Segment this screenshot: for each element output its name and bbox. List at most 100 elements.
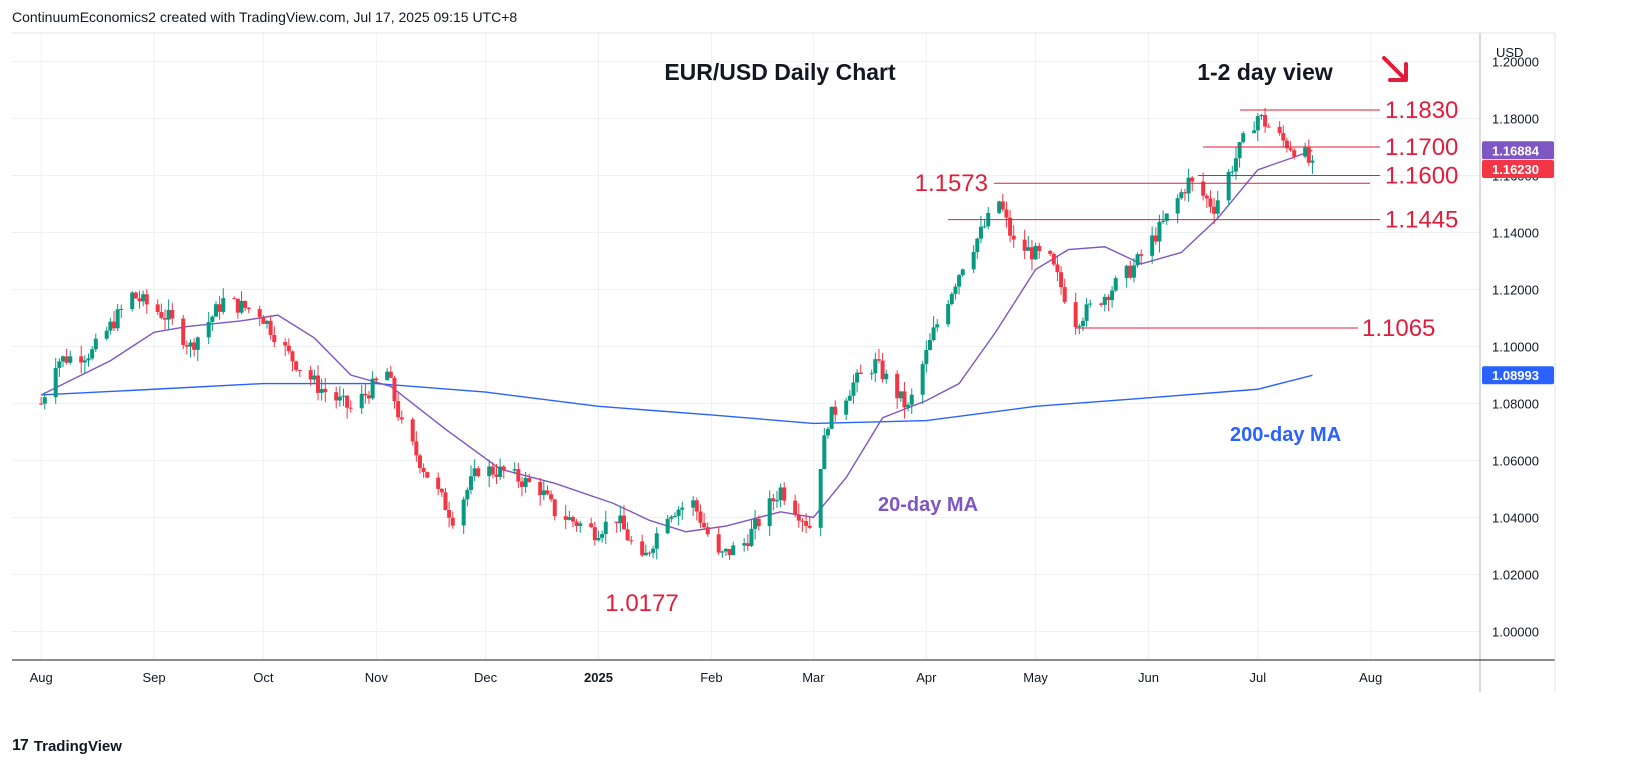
candle-body (1037, 245, 1042, 251)
candle-body (512, 469, 517, 471)
x-tick-label: Aug (30, 670, 53, 685)
candle-body (651, 548, 656, 553)
candle-body (847, 395, 852, 401)
chart-attribution: ContinuumEconomics2 created with Trading… (12, 9, 518, 25)
candle-body (549, 494, 554, 500)
candle-body (323, 388, 328, 393)
candle-body (1292, 150, 1297, 157)
candle-body (1110, 290, 1115, 301)
candle-body (971, 251, 976, 270)
tradingview-brand: TradingView (33, 737, 122, 755)
candle-body (374, 378, 379, 381)
candle-body (855, 372, 860, 383)
candle-body (239, 300, 244, 313)
candle-body (399, 417, 404, 420)
x-tick-label: Dec (474, 670, 498, 685)
candle-body (1073, 302, 1078, 328)
candle-body (1022, 239, 1027, 251)
tradingview-logo[interactable]: 17 TradingView (12, 737, 122, 755)
candle-body (643, 552, 648, 556)
candle-body (527, 478, 532, 482)
candle-body (414, 441, 419, 456)
candle-body (829, 406, 834, 429)
candle-body (1288, 148, 1293, 151)
candle-body (592, 527, 597, 541)
candle-body (465, 489, 470, 500)
candle-body (927, 340, 932, 350)
y-tick-label: 1.04000 (1492, 511, 1539, 526)
candle-body (272, 335, 277, 343)
candle-body (286, 345, 291, 352)
candle-body (370, 378, 375, 399)
candle-body (825, 428, 830, 436)
ma20-label: 20-day MA (878, 494, 978, 516)
candle-body (523, 478, 528, 487)
tradingview-mark-icon: 17 (12, 737, 29, 754)
candle-body (1263, 114, 1268, 127)
candle-body (982, 226, 987, 228)
candle-body (130, 292, 135, 309)
level-label: 1.1065 (1362, 315, 1435, 342)
candle-body (895, 373, 900, 399)
candle-body (1303, 147, 1308, 157)
candle-body (920, 364, 925, 395)
candle-body (1033, 245, 1038, 260)
arrow-head (1388, 62, 1408, 82)
candle-body (884, 373, 889, 380)
candle-body (727, 548, 732, 555)
arrow-shaft (1382, 56, 1406, 80)
candle-body (359, 393, 364, 409)
candle-body (1139, 254, 1144, 256)
candle-body (494, 474, 499, 477)
candle-body (170, 309, 175, 319)
candle-body (79, 356, 84, 363)
candle-body (184, 345, 189, 347)
candle-body (341, 395, 346, 397)
candle-body (1029, 247, 1034, 260)
candle-body (115, 309, 120, 329)
candle-body (705, 527, 710, 535)
candle-body (396, 401, 401, 418)
candle-body (221, 298, 226, 312)
candle-body (308, 370, 313, 380)
candle-body (294, 361, 299, 371)
candle-body (694, 500, 699, 512)
candle-body (672, 515, 677, 517)
candle-body (1084, 304, 1089, 321)
candle-body (264, 320, 269, 324)
candle-body (468, 476, 473, 490)
candle-body (111, 321, 116, 329)
candle-body (600, 534, 605, 538)
candle-body (516, 469, 521, 482)
candle-body (833, 406, 838, 415)
candle-body (141, 294, 146, 302)
candle-body (1008, 217, 1013, 236)
candle-body (1004, 209, 1009, 218)
candle-body (782, 487, 787, 501)
candle-body (614, 521, 619, 524)
level-label: 1.1573 (915, 170, 988, 197)
candle-body (1000, 201, 1005, 210)
candle-body (217, 304, 222, 312)
x-tick-label: Jun (1138, 670, 1159, 685)
candle-body (745, 543, 750, 546)
y-tick-label: 1.18000 (1492, 112, 1539, 127)
candle-body (319, 388, 324, 393)
chart-subtitle: 1-2 day view (1197, 59, 1333, 85)
candle-body (570, 517, 575, 522)
candle-body (953, 286, 958, 294)
candle-body (519, 481, 524, 487)
candle-body (1164, 213, 1169, 221)
candle-body (567, 517, 572, 520)
candle-body (902, 391, 907, 408)
ma200-label: 200-day MA (1230, 424, 1341, 446)
chart-title: EUR/USD Daily Chart (664, 59, 896, 85)
candle-body (552, 499, 557, 517)
candle-body (876, 359, 881, 361)
candle-body (1062, 287, 1067, 303)
candle-body (665, 518, 670, 534)
candle-body (1135, 254, 1140, 266)
x-tick-label: Apr (916, 670, 937, 685)
candle-body (498, 466, 503, 477)
